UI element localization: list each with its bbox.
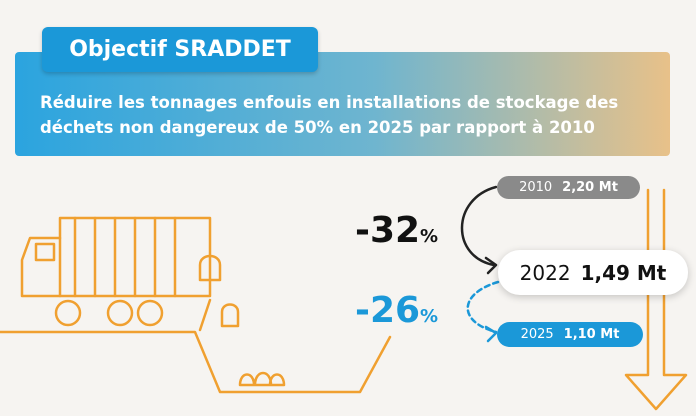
change-value: -26: [355, 290, 420, 331]
arrow-head: [486, 327, 496, 341]
change-unit: %: [420, 306, 438, 327]
milestone-2025: 2025 1,10 Mt: [497, 322, 643, 347]
arrow-32: [462, 187, 496, 265]
wheel: [108, 301, 132, 325]
change-32: -32%: [355, 210, 438, 251]
year: 2025: [521, 327, 554, 342]
truck-ribs: [75, 218, 175, 296]
milestone-2010: 2010 2,20 Mt: [497, 176, 640, 199]
amount: 1,10 Mt: [564, 327, 620, 342]
wheel: [138, 301, 162, 325]
arrow-26: [468, 282, 498, 332]
milestone-2022: 2022 1,49 Mt: [498, 250, 688, 295]
bag: [222, 305, 238, 327]
amount: 2,20 Mt: [562, 180, 618, 195]
year: 2010: [519, 180, 552, 195]
amount: 1,49 Mt: [581, 261, 667, 285]
down-arrow: [626, 190, 686, 409]
change-unit: %: [420, 226, 438, 247]
change-value: -32: [355, 210, 420, 251]
year: 2022: [520, 261, 571, 285]
bags: [240, 373, 284, 385]
truck-arm: [200, 300, 210, 330]
infographic: Objectif SRADDET Réduire les tonnages en…: [0, 0, 696, 416]
landfill: [0, 332, 390, 392]
illustration: [0, 0, 696, 416]
change-26: -26%: [355, 290, 438, 331]
wheel: [56, 301, 80, 325]
truck-window: [36, 244, 54, 260]
